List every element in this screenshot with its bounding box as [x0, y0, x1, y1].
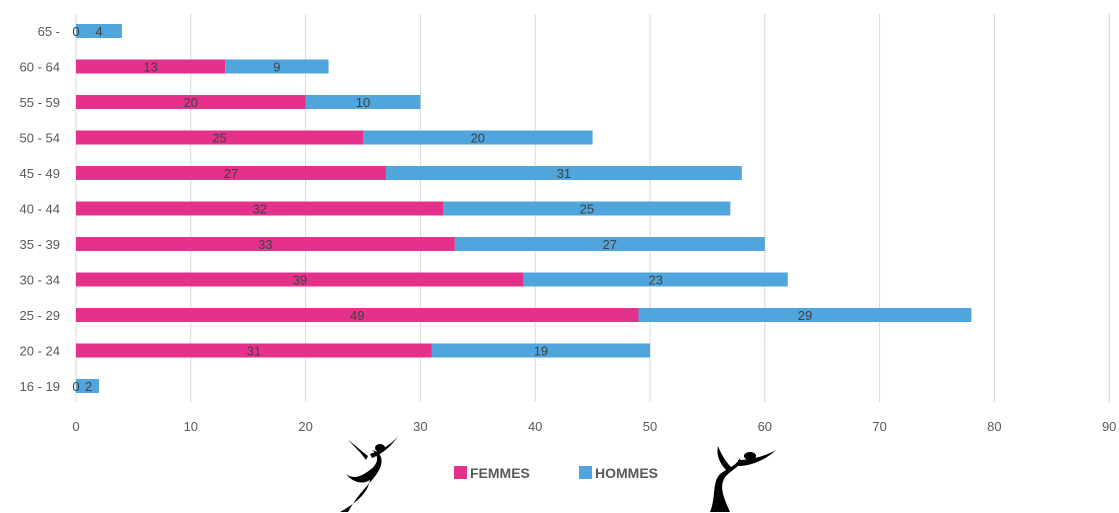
y-tick-label: 55 - 59 [20, 95, 60, 110]
data-label-femmes: 20 [184, 95, 198, 110]
data-label-hommes: 9 [273, 60, 280, 75]
data-label-hommes: 23 [649, 273, 663, 288]
data-label-femmes: 0 [72, 24, 79, 39]
bar-hommes [443, 201, 731, 216]
data-label-hommes: 20 [471, 131, 485, 146]
bar-femmes [76, 201, 444, 216]
x-tick-label: 10 [184, 419, 198, 434]
bar-femmes [76, 166, 386, 180]
y-tick-label: 20 - 24 [20, 344, 60, 359]
bar-hommes [454, 237, 765, 251]
data-label-hommes: 25 [580, 202, 594, 217]
bar-femmes [76, 59, 226, 74]
bar-femmes [76, 343, 432, 358]
data-label-hommes: 10 [356, 95, 370, 110]
bar-hommes [523, 272, 788, 287]
data-label-hommes: 2 [85, 379, 92, 394]
legend-label-hommes: HOMMES [595, 465, 658, 481]
bar-hommes [431, 343, 650, 358]
dancer-icon [710, 446, 776, 512]
x-tick-label: 20 [298, 419, 312, 434]
y-tick-label: 40 - 44 [20, 202, 60, 217]
y-tick-label: 35 - 39 [20, 237, 60, 252]
bars [76, 24, 972, 393]
bar-femmes [76, 308, 639, 322]
bar-hommes [638, 308, 972, 322]
data-label-femmes: 32 [252, 202, 266, 217]
x-tick-label: 90 [1102, 419, 1116, 434]
x-axis-ticks: 0 10 20 30 40 50 60 70 80 90 [72, 419, 1116, 434]
bar-hommes [76, 24, 122, 38]
bar-hommes [305, 95, 421, 109]
y-tick-label: 25 - 29 [20, 308, 60, 323]
y-tick-label: 16 - 19 [20, 379, 60, 394]
bar-hommes [76, 379, 99, 393]
y-tick-label: 30 - 34 [20, 273, 60, 288]
y-tick-label: 45 - 49 [20, 166, 60, 181]
legend: FEMMES HOMMES [454, 465, 658, 481]
legend-swatch-hommes [579, 466, 592, 479]
data-label-femmes: 25 [212, 131, 226, 146]
data-label-femmes: 0 [72, 379, 79, 394]
legend-swatch-femmes [454, 466, 467, 479]
y-tick-label: 60 - 64 [20, 60, 60, 75]
x-tick-label: 70 [872, 419, 886, 434]
data-label-hommes: 4 [95, 24, 102, 39]
data-label-femmes: 39 [293, 273, 307, 288]
data-label-femmes: 13 [143, 60, 157, 75]
data-label-femmes: 27 [224, 166, 238, 181]
x-tick-label: 80 [987, 419, 1001, 434]
y-axis-ticks: 16 - 19 20 - 24 25 - 29 30 - 34 35 - 39 40 - … [20, 24, 60, 394]
x-tick-label: 40 [528, 419, 542, 434]
y-tick-label: 50 - 54 [20, 131, 60, 146]
bar-femmes [76, 272, 524, 287]
dancer-icon [340, 436, 398, 512]
data-label-femmes: 33 [258, 237, 272, 252]
bar-hommes [225, 59, 329, 74]
bar-hommes [363, 130, 593, 145]
y-tick-label: 65 - [38, 24, 60, 39]
data-label-femmes: 49 [350, 308, 364, 323]
x-tick-label: 0 [72, 419, 79, 434]
bar-femmes [76, 237, 455, 251]
bar-hommes [385, 166, 742, 180]
bar-femmes [76, 130, 363, 145]
x-tick-label: 50 [643, 419, 657, 434]
data-label-hommes: 19 [534, 344, 548, 359]
bar-femmes [76, 95, 306, 109]
legend-label-femmes: FEMMES [470, 465, 530, 481]
data-label-femmes: 31 [247, 344, 261, 359]
x-tick-label: 60 [758, 419, 772, 434]
x-tick-label: 30 [413, 419, 427, 434]
data-label-hommes: 31 [557, 166, 571, 181]
data-label-hommes: 29 [798, 308, 812, 323]
data-label-hommes: 27 [603, 237, 617, 252]
